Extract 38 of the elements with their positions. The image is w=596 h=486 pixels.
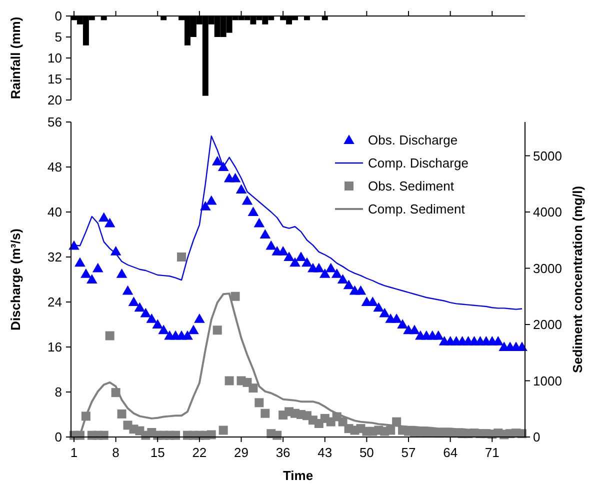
y2-tick-label: 5000 [533, 148, 562, 164]
legend-label: Comp. Discharge [368, 156, 468, 171]
x-tick-label: 1 [70, 445, 78, 460]
x-tick-label: 29 [234, 445, 248, 460]
y2-axis-title: Sediment concentration (mg/l) [570, 186, 585, 374]
y-tick-label: 48 [48, 160, 62, 175]
x-tick-label: 50 [359, 445, 374, 460]
y-tick-label: 0 [54, 8, 62, 24]
y2-tick-label: 4000 [533, 204, 562, 220]
x-tick-label: 15 [150, 445, 165, 460]
y-tick-label: 5 [54, 30, 62, 45]
y-tick-label: 0 [54, 430, 62, 445]
y-tick-label: 8 [54, 384, 62, 400]
y-tick-label: 32 [48, 250, 62, 265]
y2-tick-label: 3000 [533, 260, 562, 276]
y2-tick-label: 1000 [533, 373, 562, 388]
y2-tick-label: 2000 [533, 317, 562, 332]
y-tick-label: 40 [48, 204, 62, 220]
x-tick-label: 57 [401, 445, 416, 460]
y-tick-label: 56 [48, 114, 62, 130]
legend-label: Comp. Sediment [368, 202, 466, 217]
legend-label: Obs. Sediment [368, 178, 454, 194]
x-tick-label: 22 [192, 445, 207, 460]
x-tick-label: 36 [276, 445, 290, 460]
x-tick-label: 43 [318, 445, 332, 460]
y-axis-title: Discharge (m³/s) [8, 228, 23, 330]
x-tick-label: 64 [443, 445, 458, 460]
y-tick-label: 16 [48, 340, 62, 355]
x-tick-label: 8 [112, 445, 120, 460]
legend-label: Obs. Discharge [368, 132, 458, 148]
y-tick-label: 20 [48, 92, 62, 108]
y-axis-title: Rainfall (mm) [8, 16, 23, 100]
y2-tick-label: 0 [533, 430, 540, 445]
x-axis-title: Time [282, 468, 314, 483]
x-tick-label: 71 [484, 445, 500, 460]
y-tick-label: 24 [48, 294, 62, 310]
y-tick-label: 10 [48, 50, 62, 66]
y-tick-label: 15 [48, 72, 62, 87]
